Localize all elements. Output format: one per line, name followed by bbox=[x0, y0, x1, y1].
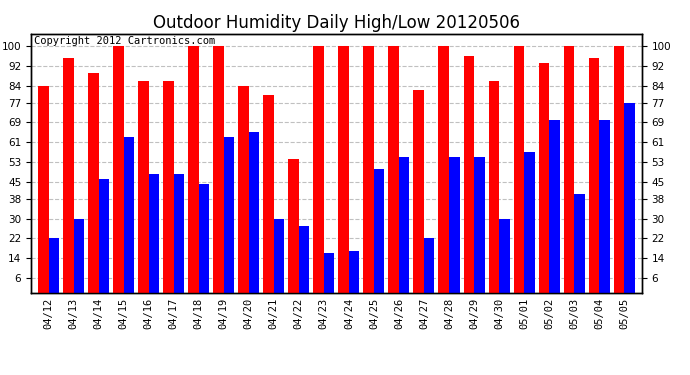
Bar bbox=[449, 157, 460, 292]
Bar bbox=[499, 219, 509, 292]
Bar bbox=[174, 174, 184, 292]
Bar bbox=[63, 58, 74, 292]
Bar bbox=[188, 46, 199, 292]
Bar bbox=[238, 86, 249, 292]
Bar bbox=[549, 120, 560, 292]
Bar bbox=[164, 81, 174, 292]
Bar bbox=[113, 46, 124, 292]
Bar bbox=[349, 251, 359, 292]
Bar bbox=[613, 46, 624, 292]
Bar bbox=[124, 137, 134, 292]
Title: Outdoor Humidity Daily High/Low 20120506: Outdoor Humidity Daily High/Low 20120506 bbox=[153, 14, 520, 32]
Bar bbox=[589, 58, 599, 292]
Bar bbox=[299, 226, 309, 292]
Bar bbox=[274, 219, 284, 292]
Bar bbox=[324, 253, 335, 292]
Bar bbox=[224, 137, 235, 292]
Bar bbox=[199, 184, 209, 292]
Bar bbox=[88, 73, 99, 292]
Bar bbox=[513, 46, 524, 292]
Bar bbox=[338, 46, 349, 292]
Bar bbox=[288, 159, 299, 292]
Bar bbox=[313, 46, 324, 292]
Bar bbox=[148, 174, 159, 292]
Bar bbox=[438, 46, 449, 292]
Bar bbox=[99, 179, 109, 292]
Bar bbox=[599, 120, 610, 292]
Bar bbox=[74, 219, 84, 292]
Bar bbox=[424, 238, 435, 292]
Bar bbox=[489, 81, 499, 292]
Bar bbox=[364, 46, 374, 292]
Bar bbox=[264, 95, 274, 292]
Bar bbox=[48, 238, 59, 292]
Bar bbox=[524, 152, 535, 292]
Bar bbox=[374, 169, 384, 292]
Bar bbox=[38, 86, 48, 292]
Bar bbox=[413, 90, 424, 292]
Bar bbox=[138, 81, 148, 292]
Bar bbox=[474, 157, 484, 292]
Text: Copyright 2012 Cartronics.com: Copyright 2012 Cartronics.com bbox=[34, 36, 215, 46]
Bar bbox=[624, 103, 635, 292]
Bar bbox=[464, 56, 474, 292]
Bar bbox=[249, 132, 259, 292]
Bar bbox=[574, 194, 584, 292]
Bar bbox=[213, 46, 224, 292]
Bar bbox=[388, 46, 399, 292]
Bar bbox=[539, 63, 549, 292]
Bar bbox=[399, 157, 409, 292]
Bar bbox=[564, 46, 574, 292]
